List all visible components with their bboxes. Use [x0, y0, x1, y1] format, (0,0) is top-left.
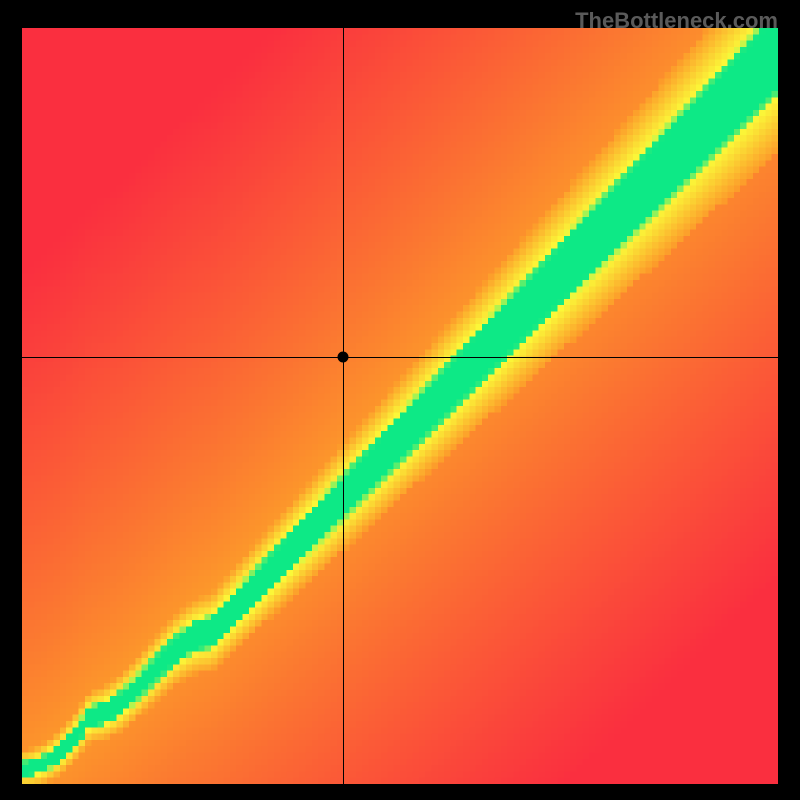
canvas-wrap	[22, 28, 778, 784]
marker-point	[337, 351, 348, 362]
heatmap-plot	[22, 28, 778, 784]
watermark-text: TheBottleneck.com	[575, 8, 778, 34]
heatmap-canvas	[22, 28, 778, 784]
crosshair-horizontal	[22, 357, 778, 358]
crosshair-vertical	[343, 28, 344, 784]
